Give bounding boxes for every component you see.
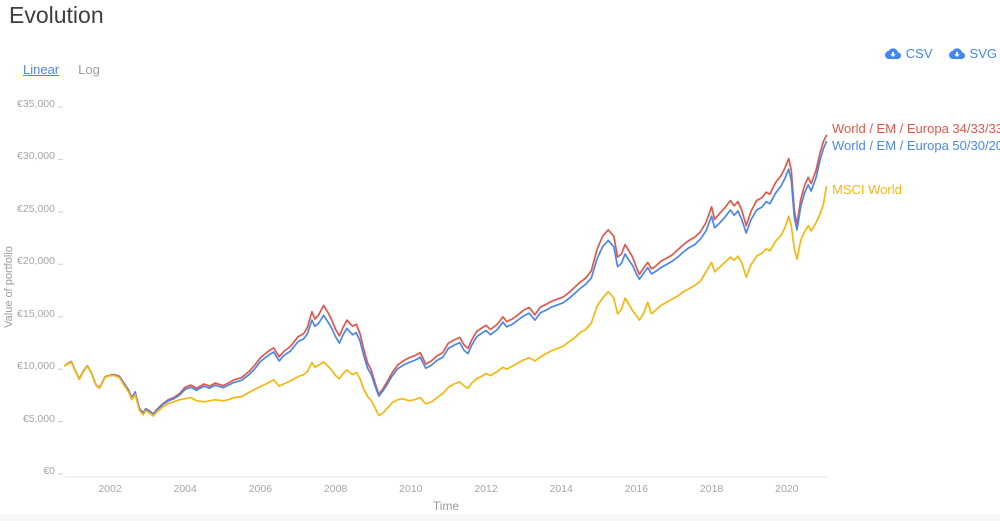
x-tick-label: 2004 (173, 483, 197, 495)
y-tick-label: €15,000 (17, 307, 55, 320)
x-tick-label: 2018 (699, 483, 724, 495)
cloud-download-icon (948, 47, 965, 60)
series-line-0 (64, 134, 828, 415)
csv-button-label: CSV (905, 46, 933, 61)
y-tick-label: €35,000 (17, 98, 55, 110)
x-axis-title: Time (432, 499, 460, 513)
svg-button-label: SVG (969, 46, 997, 61)
x-tick-label: 2006 (248, 483, 273, 495)
x-tick-label: 2008 (323, 483, 348, 495)
y-tick-label: €5,000 (22, 412, 55, 425)
series-line-2 (64, 186, 828, 417)
page-title: Evolution (9, 2, 104, 28)
y-tick-label: €10,000 (17, 360, 55, 373)
x-tick-label: 2012 (474, 483, 498, 495)
x-tick-label: 2016 (624, 483, 649, 495)
y-axis-title: Value of portfolio (3, 246, 15, 328)
y-tick-label: €20,000 (17, 255, 55, 268)
x-tick-label: 2002 (98, 483, 122, 495)
x-tick-label: 2020 (775, 483, 799, 495)
x-tick-label: 2014 (549, 483, 573, 495)
y-tick-label: €0 (43, 465, 55, 477)
series-line-1 (64, 140, 828, 416)
legend-label: World / EM / Europa 50/30/20 (832, 138, 1000, 153)
export-buttons: CSV SVG (884, 46, 997, 61)
y-tick-label: €30,000 (17, 150, 55, 163)
legend-label: MSCI World (832, 182, 902, 197)
cloud-download-icon (884, 47, 901, 60)
legend-label: World / EM / Europa 34/33/33 (832, 121, 1000, 136)
tab-linear[interactable]: Linear (23, 62, 60, 77)
x-tick-label: 2010 (399, 483, 423, 495)
tab-log[interactable]: Log (78, 62, 100, 77)
section-divider (0, 514, 1000, 521)
y-tick-label: €25,000 (17, 202, 55, 215)
scale-toggle: Linear Log (23, 62, 119, 77)
download-csv-button[interactable]: CSV (884, 46, 933, 61)
download-svg-button[interactable]: SVG (948, 46, 997, 61)
